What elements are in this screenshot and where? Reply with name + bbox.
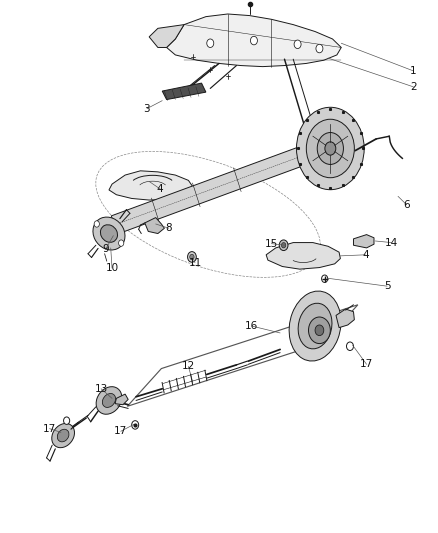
Ellipse shape xyxy=(325,142,336,155)
Circle shape xyxy=(64,417,70,424)
Text: 17: 17 xyxy=(114,426,127,437)
Ellipse shape xyxy=(100,225,117,243)
Text: 3: 3 xyxy=(144,103,150,114)
Circle shape xyxy=(316,44,323,53)
Polygon shape xyxy=(266,243,340,269)
Ellipse shape xyxy=(57,429,69,442)
Polygon shape xyxy=(115,394,128,405)
Circle shape xyxy=(251,36,258,45)
Ellipse shape xyxy=(306,119,354,177)
Circle shape xyxy=(308,317,330,344)
Polygon shape xyxy=(145,217,164,233)
Circle shape xyxy=(207,39,214,47)
Ellipse shape xyxy=(93,217,125,250)
Ellipse shape xyxy=(317,133,343,165)
Ellipse shape xyxy=(52,423,74,448)
Ellipse shape xyxy=(298,303,332,349)
Circle shape xyxy=(294,40,301,49)
Text: 6: 6 xyxy=(403,200,410,210)
Text: 8: 8 xyxy=(166,223,172,233)
Text: 15: 15 xyxy=(265,239,278,248)
Ellipse shape xyxy=(96,386,122,414)
Text: 17: 17 xyxy=(43,424,56,434)
Polygon shape xyxy=(149,25,184,47)
Polygon shape xyxy=(353,235,374,248)
Circle shape xyxy=(321,275,328,282)
Circle shape xyxy=(317,158,326,168)
Circle shape xyxy=(119,240,124,246)
Circle shape xyxy=(315,325,324,336)
Text: 14: 14 xyxy=(385,238,398,247)
Circle shape xyxy=(187,252,196,262)
Text: 11: 11 xyxy=(188,258,201,268)
Polygon shape xyxy=(109,171,193,200)
Text: 12: 12 xyxy=(182,361,195,372)
Polygon shape xyxy=(336,309,354,328)
Text: 5: 5 xyxy=(384,281,390,291)
Circle shape xyxy=(94,221,99,227)
Circle shape xyxy=(132,421,139,429)
Circle shape xyxy=(279,240,288,251)
Ellipse shape xyxy=(297,107,364,190)
Ellipse shape xyxy=(289,291,341,361)
Circle shape xyxy=(190,254,194,260)
Text: 4: 4 xyxy=(362,250,369,260)
Polygon shape xyxy=(162,83,206,100)
Polygon shape xyxy=(111,140,322,234)
Text: 16: 16 xyxy=(245,321,258,331)
Ellipse shape xyxy=(102,393,116,407)
Text: 10: 10 xyxy=(106,263,119,273)
Polygon shape xyxy=(166,14,341,67)
Text: 1: 1 xyxy=(410,66,417,76)
Text: 4: 4 xyxy=(157,184,163,194)
Text: 17: 17 xyxy=(360,359,373,369)
Text: 2: 2 xyxy=(410,82,417,92)
Text: 9: 9 xyxy=(102,245,109,254)
Circle shape xyxy=(346,342,353,351)
Text: 13: 13 xyxy=(95,384,108,394)
Circle shape xyxy=(282,243,286,248)
